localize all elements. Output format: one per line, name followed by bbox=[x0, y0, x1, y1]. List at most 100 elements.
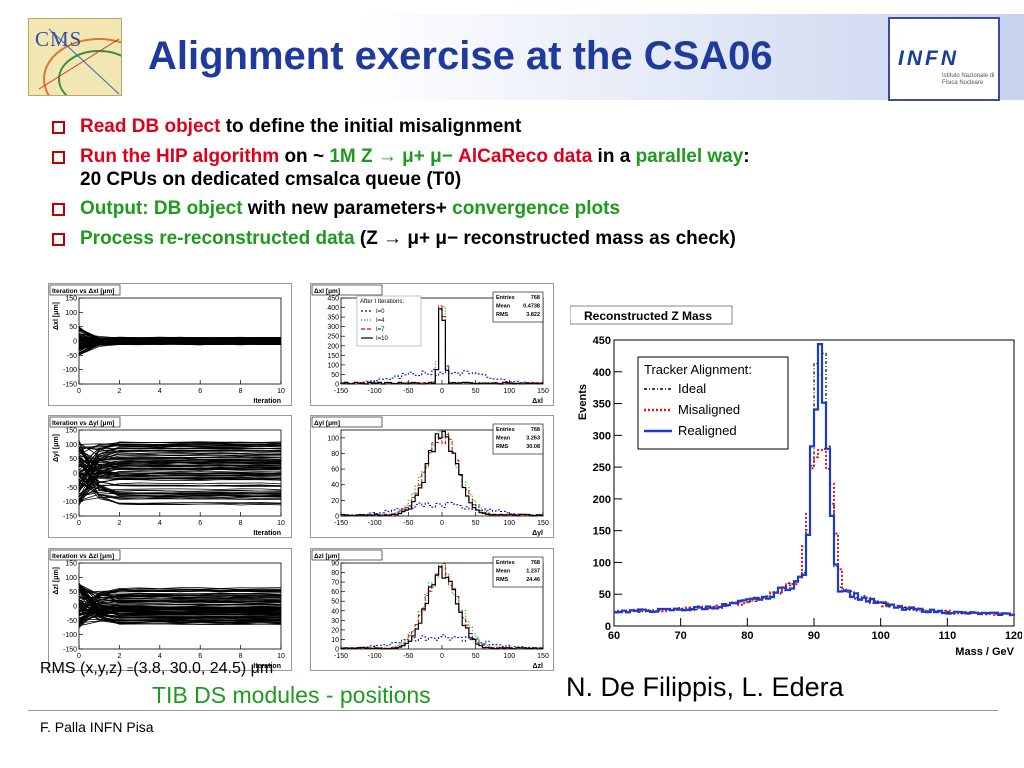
checkbox-bullet-icon bbox=[52, 233, 65, 246]
footer-divider bbox=[28, 710, 998, 711]
p5-hist-ytick-label-8: 80 bbox=[331, 570, 339, 577]
p0-iter-track-89 bbox=[78, 337, 282, 346]
p2-iter-track-81 bbox=[78, 445, 282, 490]
p0-iter-ytick-label-1: -100 bbox=[63, 367, 77, 374]
p2-iter-track-86 bbox=[78, 450, 282, 469]
p1-hist-stat-value-0: 768 bbox=[531, 295, 540, 301]
p4-iter-track-59 bbox=[78, 590, 282, 594]
p4-iter-track-80 bbox=[78, 599, 282, 622]
z-series-realigned bbox=[614, 343, 1016, 616]
p5-hist-xtick-label-2: -50 bbox=[403, 653, 413, 660]
rms-unit: μm bbox=[250, 660, 274, 677]
p4-iter-track-77 bbox=[78, 604, 282, 613]
p4-iter-ytick-label-2: -50 bbox=[67, 618, 77, 625]
p5-hist-ytick-label-0: 0 bbox=[335, 647, 339, 654]
p5-hist-xtick-label-3: 0 bbox=[440, 653, 444, 660]
z-ytick-label-5: 250 bbox=[593, 462, 611, 474]
rms-equals: = bbox=[126, 664, 134, 676]
p3-hist-xtick-label-3: 0 bbox=[440, 520, 444, 527]
p1-hist-xtick-label-5: 100 bbox=[503, 388, 515, 395]
iteration-vs-dxl-plot: 0 2 4 6 8 10 -150 -100 -50 0 50 100 150 Iteration vs … bbox=[48, 283, 292, 406]
p2-iter-track-53 bbox=[78, 488, 282, 496]
p2-iter-track-87 bbox=[78, 453, 282, 489]
z-xtick-label-2: 80 bbox=[741, 630, 753, 642]
z-xtick-label-4: 100 bbox=[871, 630, 889, 642]
p2-iter-track-85 bbox=[78, 454, 282, 468]
p2-iter-xlabel: Iteration bbox=[253, 530, 281, 537]
z-ytick-label-9: 450 bbox=[593, 335, 611, 347]
p4-iter-track-76 bbox=[78, 596, 282, 603]
p5-hist-stats-box bbox=[492, 556, 544, 588]
bullet-2-part-1: with new parameters+ bbox=[242, 198, 453, 219]
p4-iter-track-82 bbox=[78, 619, 282, 627]
p4-iter-track-9 bbox=[78, 605, 282, 615]
z-chart-title: Reconstructed Z Mass bbox=[584, 309, 712, 323]
z-series-ideal bbox=[614, 352, 1015, 616]
p4-iter-track-88 bbox=[78, 589, 282, 614]
p2-iter-track-38 bbox=[78, 456, 281, 473]
p4-iter-ytick-label-0: -150 bbox=[63, 647, 77, 654]
p2-iter-track-31 bbox=[78, 447, 282, 486]
p1-hist-ytick-label-4: 200 bbox=[327, 343, 339, 350]
p2-iter-track-76 bbox=[78, 450, 282, 475]
p3-hist-stat-label-0: Entries bbox=[496, 427, 515, 433]
bullet-1-part-4: in a bbox=[592, 146, 636, 167]
p0-iter-track-84 bbox=[78, 339, 282, 345]
p3-hist-stat-label-1: Mean bbox=[496, 436, 511, 442]
p2-iter-track-80 bbox=[78, 441, 282, 490]
bullet-1-part-2: 1M Z → μ+ μ− bbox=[329, 146, 453, 167]
p1-hist-legend-label-0: I=0 bbox=[376, 309, 385, 315]
p2-iter-track-55 bbox=[78, 464, 282, 480]
p2-iter-track-66 bbox=[78, 474, 282, 504]
p2-iter-track-89 bbox=[78, 459, 282, 490]
p5-hist-xtick-label-4: 50 bbox=[472, 653, 480, 660]
p4-iter-xtick-label-5: 10 bbox=[277, 653, 285, 660]
p1-hist-ytick-label-7: 350 bbox=[327, 315, 339, 322]
p1-hist-stat-value-1: 0.4738 bbox=[523, 304, 540, 310]
p3-hist-ytick-label-1: 20 bbox=[331, 498, 339, 505]
bullet-2-part-0: Output: DB object bbox=[80, 198, 243, 219]
infn-logo-text: INFN bbox=[898, 47, 959, 70]
p3-hist-ytick-label-5: 100 bbox=[327, 435, 339, 442]
p1-hist-legend-title: After I Iterations: bbox=[360, 299, 404, 305]
title-bar bbox=[0, 14, 1024, 100]
p3-hist-stat-value-0: 768 bbox=[531, 427, 540, 433]
p1-hist-ytick-label-3: 150 bbox=[327, 353, 339, 360]
p0-iter-ytick-label-4: 50 bbox=[69, 324, 77, 331]
z-ytick-label-1: 50 bbox=[599, 589, 611, 601]
p0-iter-xtick-label-4: 8 bbox=[239, 388, 243, 395]
p0-iter-ylabel: Δxl [μm] bbox=[53, 302, 60, 330]
p2-iter-ytick-label-5: 100 bbox=[65, 442, 77, 449]
p4-iter-track-68 bbox=[78, 611, 282, 615]
p5-hist-ytick-label-2: 20 bbox=[331, 627, 339, 634]
z-mass-svg: Reconstructed Z Mass 60 70 80 90 100 110 120 0 50… bbox=[569, 305, 1023, 658]
p2-iter-track-70 bbox=[78, 480, 281, 487]
authors: N. De Filippis, L. Edera bbox=[566, 672, 844, 702]
dyl-histogram: -150 -100 -50 0 50 100 150 0 20 40 60 80 100 Δyl [μm]… bbox=[310, 415, 554, 538]
p0-iter-track-87 bbox=[78, 343, 282, 356]
p2-iter-ytick-label-3: 0 bbox=[73, 471, 77, 478]
p3-hist-xtick-label-2: -50 bbox=[403, 520, 413, 527]
footer-text: F. Palla INFN Pisa bbox=[40, 719, 154, 735]
z-ylabel: Events bbox=[577, 384, 589, 420]
p4-iter-title: Iteration vs Δzl [μm] bbox=[52, 553, 114, 560]
p2-iter-track-26 bbox=[78, 463, 282, 487]
infn-logo: INFN Istituto Nazionale di Fisica Nuclea… bbox=[888, 17, 1000, 101]
p2-iter-track-83 bbox=[78, 473, 282, 487]
p1-hist-stat-value-2: 3.822 bbox=[526, 312, 540, 318]
p2-iter-xtick-label-4: 8 bbox=[239, 520, 243, 527]
p4-iter-xtick-label-3: 6 bbox=[198, 653, 202, 660]
p5-hist-stat-label-1: Mean bbox=[496, 569, 511, 575]
p4-iter-title-box bbox=[49, 549, 121, 561]
bullet-1-part-5: parallel way bbox=[635, 146, 744, 167]
p3-hist-series-black bbox=[340, 430, 543, 517]
p1-hist-xtick-label-0: -150 bbox=[334, 388, 348, 395]
p5-hist-ytick-label-9: 90 bbox=[331, 561, 339, 568]
bullet-1-part-1: on ~ bbox=[279, 146, 330, 167]
p3-hist-xtick-label-6: 150 bbox=[537, 520, 549, 527]
p5-hist-ytick-label-7: 70 bbox=[331, 580, 339, 587]
bullet-0-part-0: Read DB object bbox=[80, 116, 221, 137]
z-mass-chart: Reconstructed Z Mass 60 70 80 90 100 110 120 0 50… bbox=[569, 300, 1023, 660]
